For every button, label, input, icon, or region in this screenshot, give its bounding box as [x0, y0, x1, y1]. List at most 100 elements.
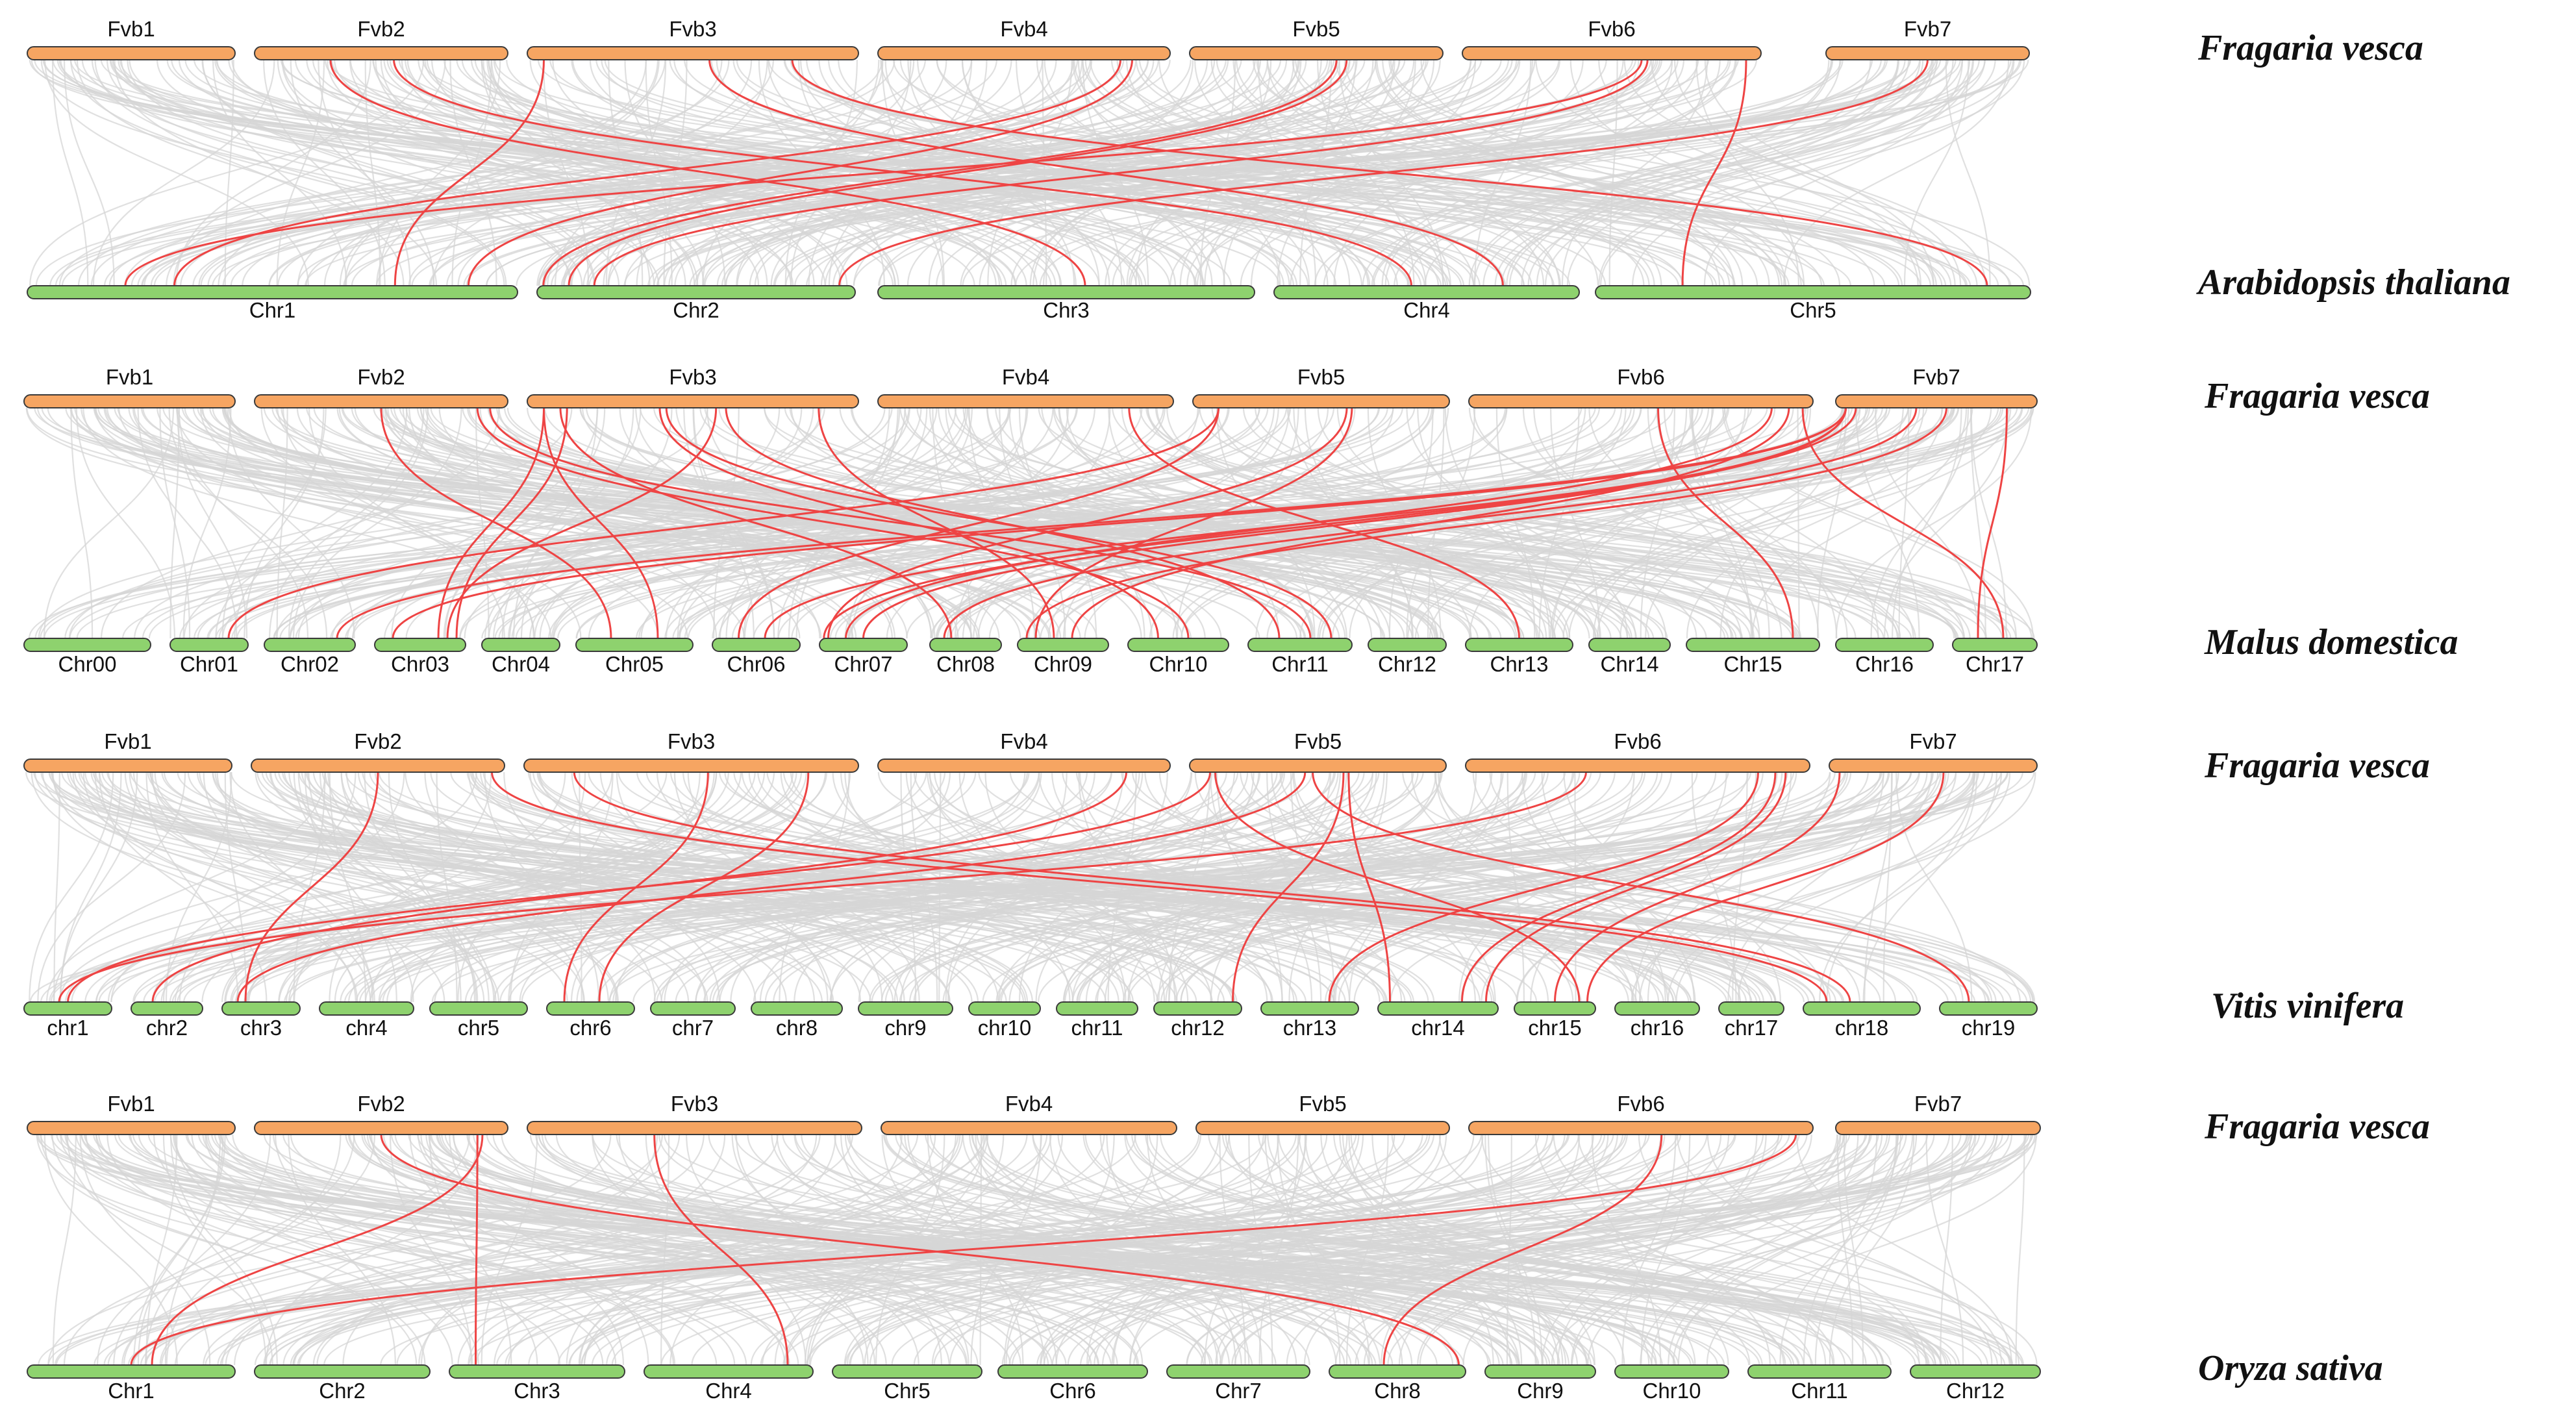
bottom-chromosome-bar — [1329, 1364, 1466, 1379]
highlighted-synteny-link — [1554, 771, 1841, 1003]
background-synteny-link — [804, 1134, 985, 1366]
background-synteny-link — [214, 59, 1100, 286]
background-synteny-link — [1506, 59, 1900, 286]
highlighted-synteny-link — [58, 771, 1587, 1003]
top-chromosome-label: Fvb4 — [1005, 1092, 1053, 1116]
background-synteny-link — [166, 1134, 342, 1366]
background-synteny-link — [1468, 59, 1830, 286]
background-synteny-link — [1925, 1134, 1964, 1366]
background-synteny-link — [221, 407, 327, 639]
background-synteny-link — [838, 59, 1269, 286]
background-synteny-link — [1707, 1134, 1993, 1366]
top-chromosome-label: Fvb6 — [1617, 365, 1664, 389]
background-synteny-link — [534, 407, 967, 639]
bottom-chromosome-label: Chr9 — [1517, 1379, 1564, 1403]
background-synteny-link — [118, 59, 1016, 286]
background-synteny-link — [1703, 59, 1964, 286]
background-synteny-link — [81, 59, 975, 286]
bottom-chromosome-bar — [1588, 638, 1671, 652]
background-synteny-link — [1331, 407, 1843, 639]
bottom-chromosome-bar — [1368, 638, 1447, 652]
background-synteny-link — [124, 771, 485, 1003]
highlighted-synteny-link — [573, 771, 1851, 1003]
top-chromosome-bar — [881, 1121, 1177, 1135]
top-chromosome-label: Fvb2 — [357, 17, 405, 41]
bottom-chromosome-bar — [1595, 285, 2031, 299]
background-synteny-link — [576, 771, 1026, 1003]
top-chromosome-bar — [1462, 46, 1762, 60]
background-synteny-link — [329, 771, 492, 1003]
bottom-chromosome-label: Chr12 — [1378, 652, 1436, 676]
highlighted-synteny-link — [244, 771, 379, 1003]
highlighted-synteny-link — [943, 407, 1918, 639]
top-chromosome-label: Fvb3 — [669, 365, 716, 389]
highlighted-synteny-link — [1586, 771, 1945, 1003]
bottom-chromosome-label: Chr3 — [1043, 298, 1090, 322]
background-synteny-link — [1038, 407, 1955, 639]
background-synteny-link — [67, 771, 1007, 1003]
background-synteny-link — [106, 1134, 453, 1366]
bottom-chromosome-bar — [221, 1001, 301, 1016]
background-synteny-link — [53, 771, 326, 1003]
highlighted-synteny-link — [446, 407, 718, 639]
background-synteny-link — [95, 407, 745, 639]
bottom-chromosome-label: Chr6 — [1049, 1379, 1096, 1403]
background-synteny-link — [790, 59, 912, 286]
background-synteny-link — [759, 771, 1140, 1003]
background-synteny-link — [2015, 1134, 2025, 1366]
panel-4-top-species: Fragaria vesca — [2204, 1107, 2430, 1147]
bottom-chromosome-bar — [1127, 638, 1229, 652]
background-synteny-link — [121, 1134, 681, 1366]
bottom-chromosome-bar — [429, 1001, 528, 1016]
highlighted-synteny-link — [1034, 407, 1353, 639]
background-synteny-link — [1255, 407, 1987, 639]
bottom-chromosome-label: chr10 — [978, 1016, 1032, 1040]
background-synteny-link — [56, 59, 1280, 286]
bottom-chromosome-label: Chr5 — [1790, 298, 1836, 322]
background-synteny-link — [418, 1134, 818, 1366]
background-synteny-link — [60, 59, 1052, 286]
bottom-chromosome-label: Chr04 — [492, 652, 550, 676]
background-synteny-link — [1179, 59, 1435, 286]
background-synteny-link — [1814, 1134, 1897, 1366]
background-synteny-link — [669, 771, 1582, 1003]
top-chromosome-bar — [27, 46, 236, 60]
bottom-chromosome-label: Chr13 — [1490, 652, 1549, 676]
highlighted-synteny-link — [568, 59, 1348, 286]
background-synteny-link — [1751, 407, 1968, 639]
background-synteny-link — [1130, 59, 1834, 286]
bottom-chromosome-bar — [1747, 1364, 1892, 1379]
bottom-chromosome-label: Chr12 — [1946, 1379, 2005, 1403]
bottom-chromosome-bar — [1056, 1001, 1138, 1016]
bottom-chromosome-label: chr1 — [47, 1016, 88, 1040]
bottom-chromosome-label: Chr2 — [673, 298, 719, 322]
background-synteny-link — [1317, 407, 1694, 639]
background-synteny-link — [151, 771, 375, 1003]
background-synteny-link — [231, 59, 1003, 286]
background-synteny-link — [202, 407, 981, 639]
bottom-chromosome-bar — [575, 638, 694, 652]
background-synteny-link — [221, 1134, 821, 1366]
background-synteny-link — [436, 771, 458, 1003]
background-synteny-link — [1895, 771, 1973, 1003]
background-synteny-link — [1473, 59, 1832, 286]
top-chromosome-label: Fvb7 — [1914, 1092, 1962, 1116]
background-synteny-link — [1255, 407, 1586, 639]
highlighted-synteny-link — [1312, 771, 1970, 1003]
background-synteny-link — [53, 771, 60, 1003]
background-synteny-link — [1632, 59, 1975, 286]
background-synteny-link — [1344, 59, 1770, 286]
bottom-chromosome-label: Chr4 — [1403, 298, 1450, 322]
bottom-chromosome-label: chr8 — [776, 1016, 818, 1040]
background-synteny-link — [47, 1134, 663, 1366]
highlighted-synteny-link — [764, 407, 1857, 639]
background-synteny-link — [282, 59, 792, 286]
background-synteny-link — [735, 1134, 942, 1366]
background-synteny-link — [608, 59, 1256, 286]
background-synteny-link — [1722, 407, 2018, 639]
highlighted-synteny-link — [236, 771, 1307, 1003]
background-synteny-link — [374, 771, 1387, 1003]
panel-2-bottom-species: Malus domestica — [2204, 622, 2458, 662]
panel-4-bottom-species: Oryza sativa — [2198, 1348, 2383, 1388]
top-chromosome-label: Fvb2 — [357, 365, 405, 389]
